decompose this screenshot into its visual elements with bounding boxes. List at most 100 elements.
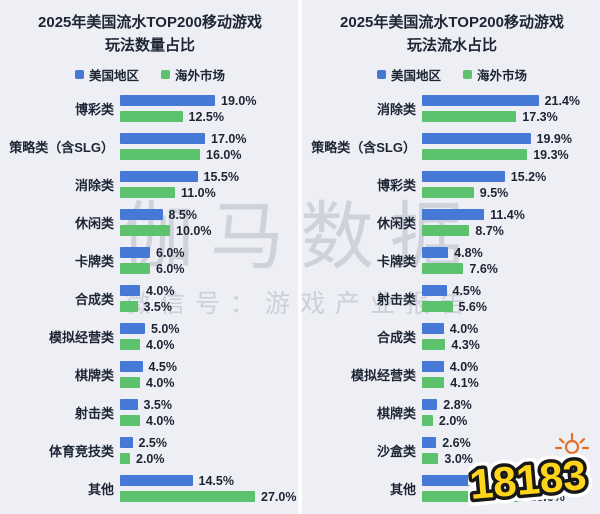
bar-value-label: 7.6% (469, 261, 498, 276)
bar-value-label: 2.5% (138, 435, 168, 450)
bar-value-label: 5.0% (151, 321, 180, 336)
bar-overseas-market (120, 491, 255, 502)
chart-title-line2: 玩法数量占比 (104, 36, 195, 54)
category-row: 其他 9.4% 18.6% (304, 473, 600, 504)
bar-line: 12.5% (120, 109, 298, 124)
bar-line: 15.2% (422, 169, 600, 184)
bar-value-label: 11.0% (181, 185, 216, 200)
logo-text: 18183 (468, 451, 588, 508)
bar-overseas-market (120, 149, 200, 160)
category-row: 沙盒类 2.6% 3.0% (304, 436, 600, 466)
bar-line: 4.0% (120, 283, 298, 298)
bar-us-region (422, 209, 485, 220)
bar-overseas-market (422, 415, 433, 426)
bar-us-region (422, 361, 444, 372)
bar-line: 4.5% (120, 359, 298, 374)
bar-line: 4.8% (422, 245, 600, 260)
category-label: 策略类（含SLG） (311, 140, 416, 155)
bar-line: 2.0% (120, 452, 298, 466)
bar-line: 4.5% (422, 283, 600, 298)
category-label: 博彩类 (376, 178, 416, 193)
category-label: 模拟经营类 (350, 368, 416, 383)
bar-value-label: 19.9% (536, 131, 572, 146)
category-label: 体育竞技类 (48, 444, 114, 459)
chart-title-line1: 2025年美国流水TOP200移动游戏 (340, 14, 564, 31)
bar-us-region (422, 399, 438, 410)
bar-value-label: 4.5% (452, 283, 482, 298)
category-row: 模拟经营类 5.0% 4.0% (2, 321, 298, 352)
bar-overseas-market (422, 263, 464, 274)
bar-us-region (120, 285, 140, 296)
category-row: 体育竞技类 2.5% 2.0% (2, 435, 298, 466)
bar-line: 4.3% (422, 337, 600, 352)
bar-value-label: 10.0% (176, 223, 212, 238)
bar-line: 19.9% (422, 131, 600, 146)
bar-us-region (120, 361, 143, 372)
bar-value-label: 12.5% (188, 109, 224, 124)
category-bars: 4.8% 7.6% (422, 245, 600, 276)
bar-us-region (422, 171, 505, 182)
category-row: 策略类（含SLG） 19.9% 19.3% (304, 131, 600, 162)
category-row: 消除类 21.4% 17.3% (304, 94, 600, 124)
bar-value-label: 4.0% (146, 283, 175, 298)
bar-us-region (422, 247, 449, 258)
bar-us-region (120, 323, 145, 334)
bar-line: 8.7% (422, 224, 600, 238)
legend-swatch-us-icon (376, 70, 386, 79)
bar-line: 3.5% (120, 300, 298, 314)
bar-us-region (120, 209, 163, 220)
bar-value-label: 4.5% (148, 359, 178, 374)
bar-line: 27.0% (120, 490, 298, 504)
bar-line: 17.3% (422, 109, 600, 124)
bar-overseas-market (120, 377, 140, 388)
category-label: 合成类 (74, 292, 114, 307)
bar-line: 18.6% (422, 489, 600, 504)
legend-item-overseas-market: 海外市场 (463, 65, 527, 84)
bar-value-label: 6.0% (156, 245, 185, 260)
category-label: 其他 (389, 482, 416, 497)
bar-us-region (120, 95, 215, 106)
bar-line: 10.0% (120, 223, 298, 238)
bar-us-region (120, 399, 138, 410)
category-label: 策略类（含SLG） (9, 140, 114, 155)
bars-area: 消除类 21.4% 17.3% 策略类（含SLG） 19.9% 19.3% 博彩类 15.2%… (304, 94, 600, 504)
bar-line: 6.0% (120, 245, 298, 260)
bar-line: 2.6% (422, 436, 600, 450)
bar-value-label: 16.0% (206, 147, 242, 162)
category-row: 合成类 4.0% 3.5% (2, 283, 298, 314)
category-label: 消除类 (74, 178, 114, 193)
logo-18183: 18183 18183 (468, 432, 595, 510)
bar-overseas-market (120, 453, 130, 464)
bar-line: 16.0% (120, 147, 298, 162)
category-row: 模拟经营类 4.0% 4.1% (304, 360, 600, 390)
bar-value-label: 2.8% (443, 397, 472, 412)
bar-overseas-market (120, 301, 138, 312)
bar-value-label: 4.8% (454, 245, 483, 260)
bar-value-label: 18.6% (529, 489, 565, 504)
bar-overseas-market (120, 111, 183, 122)
category-bars: 4.0% 4.3% (422, 321, 600, 352)
bar-value-label: 17.3% (522, 109, 558, 124)
bar-us-region (422, 475, 474, 486)
category-label: 卡牌类 (376, 254, 416, 269)
chart-title: 2025年美国流水TOP200移动游戏 玩法数量占比 (2, 12, 298, 57)
category-bars: 8.5% 10.0% (120, 208, 298, 238)
bar-overseas-market (422, 111, 517, 122)
bar-line: 5.0% (120, 321, 298, 336)
bar-value-label: 15.2% (510, 169, 547, 184)
bar-line: 19.3% (422, 148, 600, 162)
bar-value-label: 15.5% (203, 169, 239, 184)
category-row: 休闲类 8.5% 10.0% (2, 208, 298, 238)
legend-swatch-overseas-icon (463, 70, 472, 79)
bar-value-label: 4.0% (449, 321, 479, 336)
category-row: 卡牌类 4.8% 7.6% (304, 245, 600, 276)
bar-value-label: 9.4% (479, 473, 508, 488)
category-label: 模拟经营类 (48, 330, 114, 345)
category-label: 消除类 (376, 102, 416, 117)
category-row: 合成类 4.0% 4.3% (304, 321, 600, 352)
bar-value-label: 4.3% (451, 337, 480, 352)
bar-overseas-market (120, 339, 140, 350)
bar-overseas-market (422, 225, 470, 236)
bar-value-label: 17.0% (211, 131, 247, 146)
bar-line: 7.6% (422, 261, 600, 276)
